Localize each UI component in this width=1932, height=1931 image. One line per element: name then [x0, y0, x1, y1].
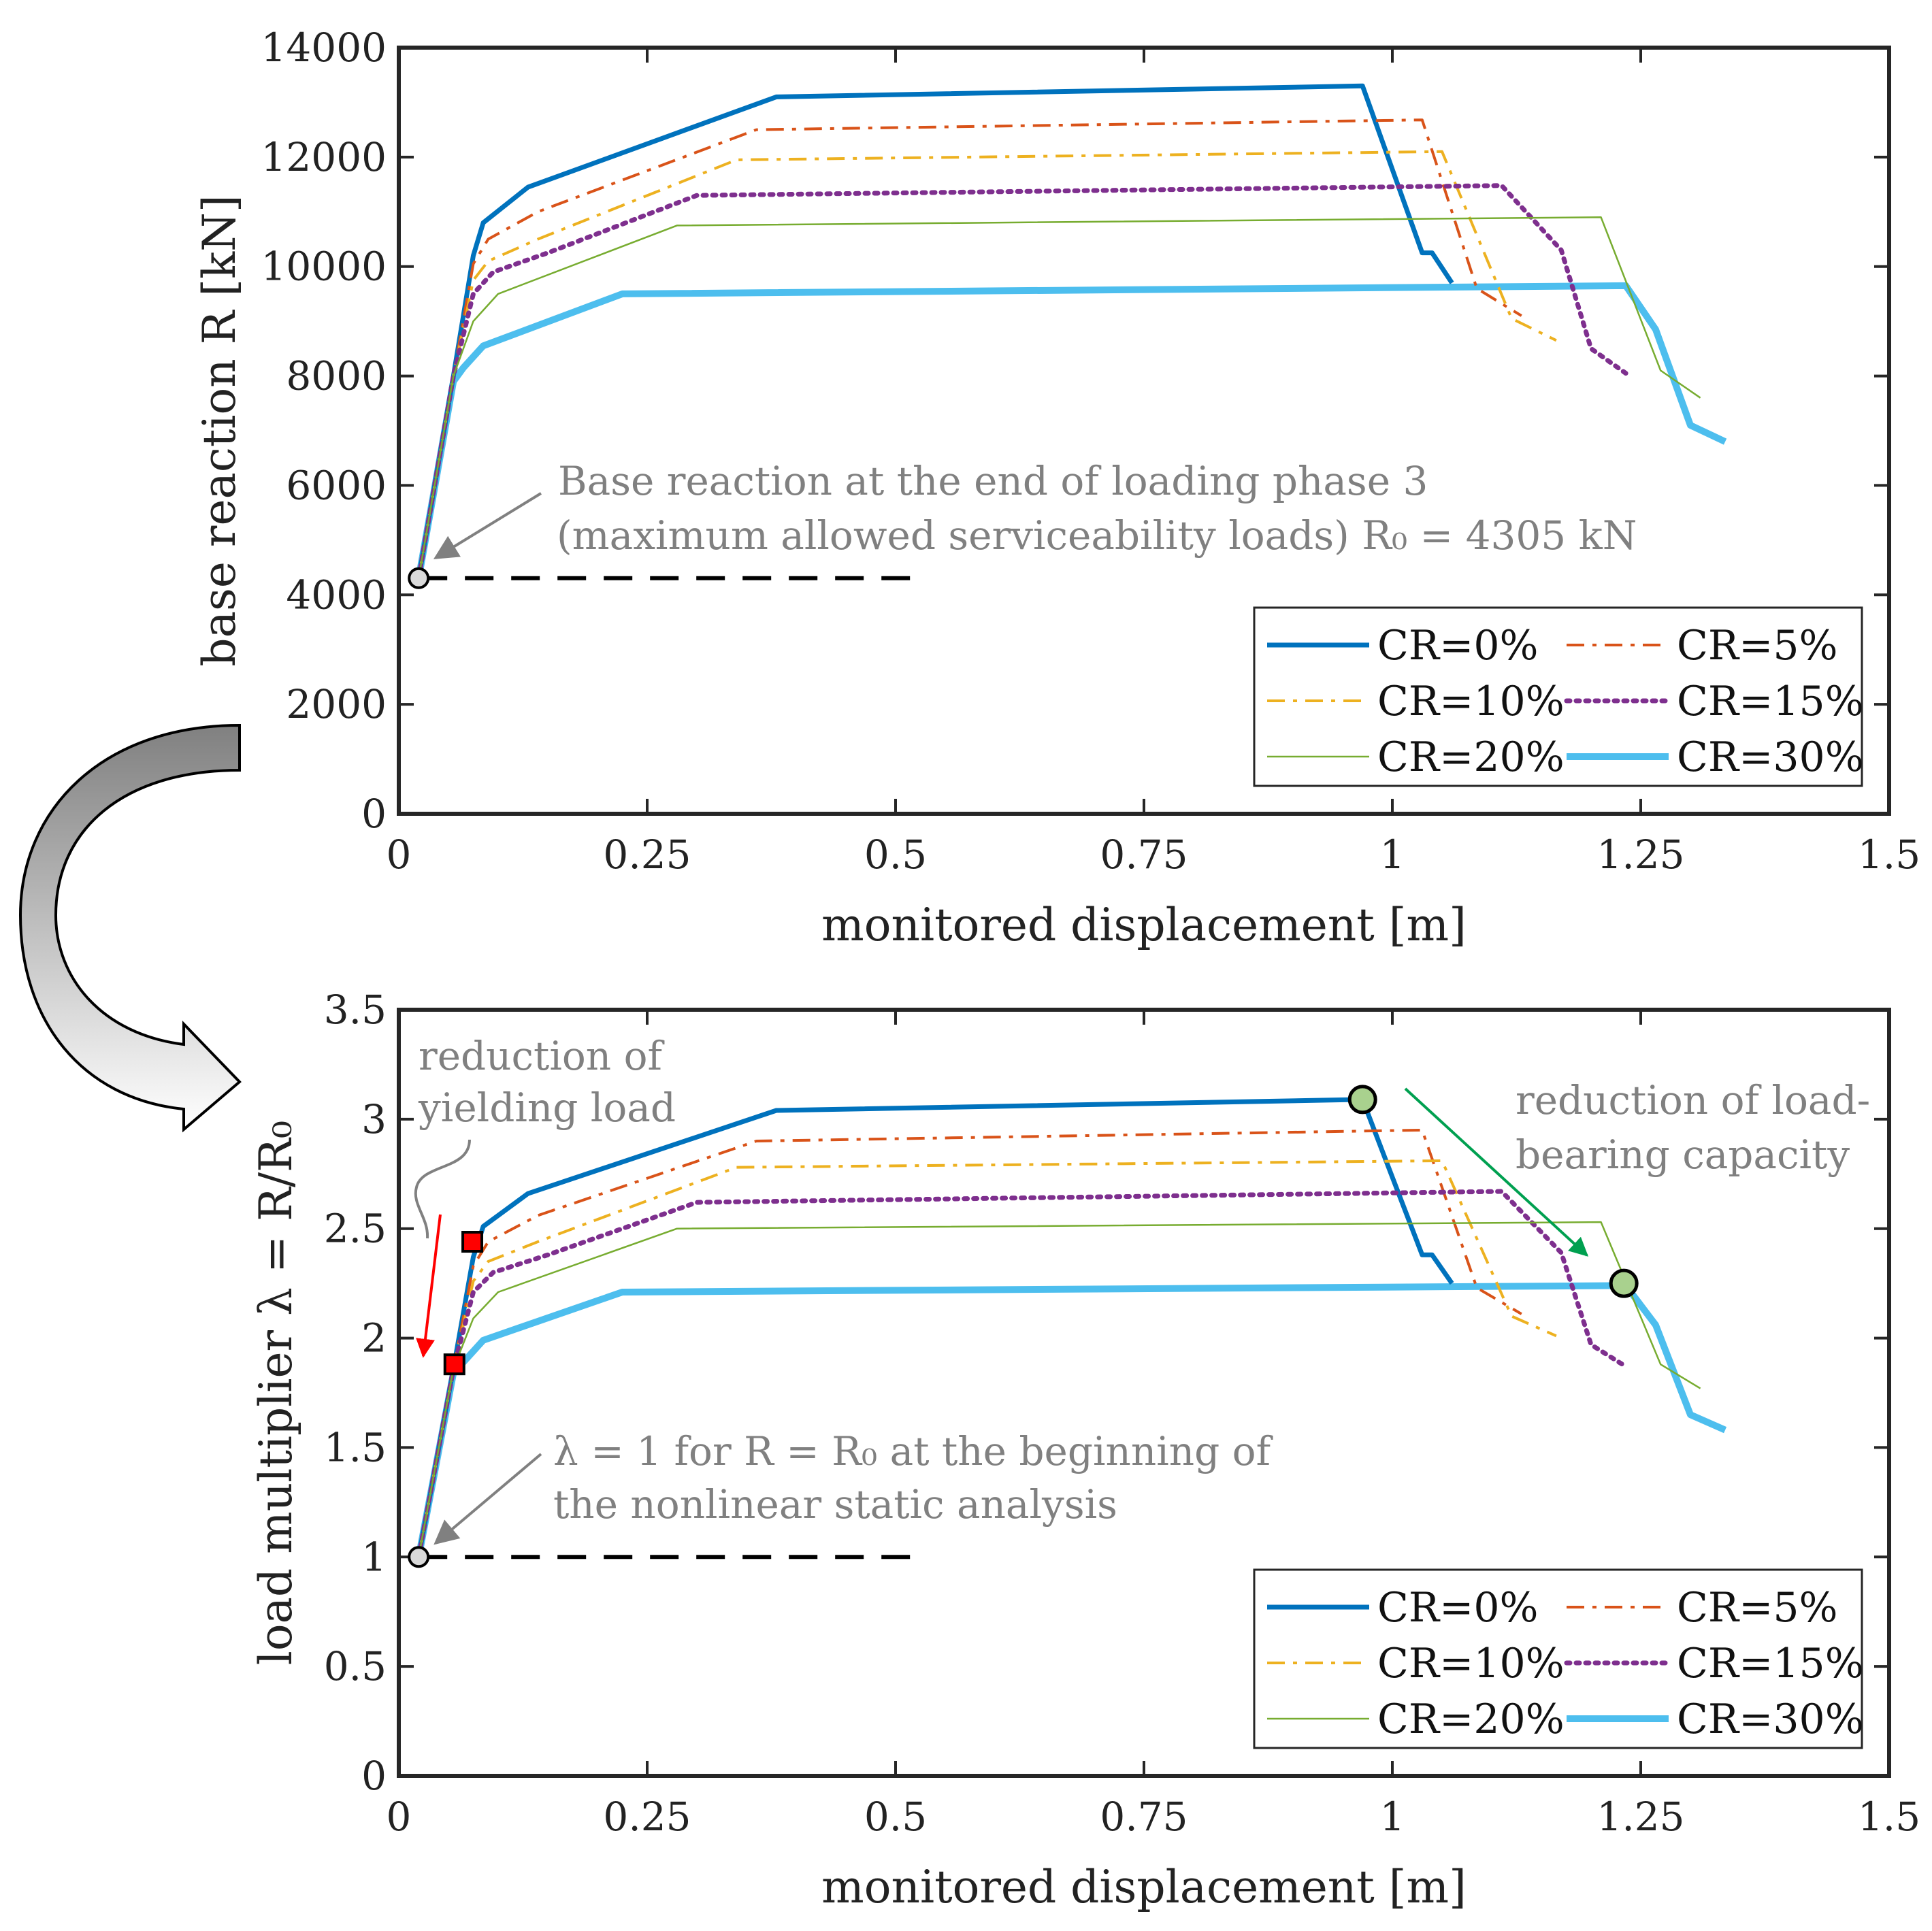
- bottom-axes-box: [397, 1008, 1891, 1778]
- series-line-cr-0-: [416, 1097, 1454, 1557]
- top-y-axis-label: base reaction R [kN]: [193, 195, 246, 666]
- capacity-annotation-line1: reduction of load-: [1516, 1077, 1870, 1123]
- top-axis-ticks: 0 0.25 0.5 0.75 1 1.25 1.5 0 2000 4000 6000 8000 100…: [261, 24, 1920, 878]
- lambda-annotation-line2: the nonlinear static analysis: [553, 1481, 1117, 1528]
- top-axes-box: [397, 46, 1891, 816]
- capacity-annotation-line2: bearing capacity: [1516, 1132, 1850, 1178]
- yield-annotation-line2: yielding load: [418, 1085, 676, 1131]
- top-annotations: Base reaction at the end of loading phas…: [408, 458, 1637, 589]
- bottom-x-axis-label: monitored displacement [m]: [821, 1861, 1467, 1913]
- y-tick-label: 3.5: [324, 987, 387, 1033]
- yield-reduction-arrow: [416, 1214, 442, 1358]
- load-multiplier-chart: 0 0.25 0.5 0.75 1 1.25 1.5 0 0.5 1 1.5 2 2.5 3 3.5 λ =…: [250, 987, 1920, 1913]
- y-tick-label: 14000: [261, 24, 387, 71]
- capacity-circle-marker: [1609, 1268, 1639, 1298]
- y-tick-label: 3: [361, 1096, 387, 1142]
- x-tick-label: 1: [1380, 831, 1405, 878]
- top-x-axis-label: monitored displacement [m]: [821, 899, 1467, 951]
- series-line-cr-30-: [415, 282, 1727, 579]
- x-tick-label: 0: [387, 831, 412, 878]
- y-tick-label: 4000: [286, 572, 387, 618]
- x-tick-label: 0.25: [603, 831, 691, 878]
- bottom-annotations: λ = 1 for R = R₀ at the beginning of the…: [408, 1033, 1870, 1568]
- lambda-annotation-line1: λ = 1 for R = R₀ at the beginning of: [553, 1428, 1273, 1474]
- bottom-y-axis-label: load multiplier λ = R/R₀: [250, 1121, 302, 1665]
- r0-annotation-line2: (maximum allowed serviceability loads) R…: [557, 512, 1637, 559]
- legend-label: CR=0%: [1377, 1584, 1539, 1632]
- bottom-legend: CR=0% CR=5% CR=10% CR=15% CR=20% CR=30%: [1253, 1568, 1864, 1749]
- top-series-lines: [415, 83, 1727, 581]
- legend-label: CR=30%: [1677, 1696, 1864, 1743]
- y-tick-label: 10000: [261, 244, 387, 290]
- legend-label: CR=15%: [1677, 678, 1864, 725]
- y-tick-label: 1.5: [324, 1424, 387, 1470]
- highlight-markers: [443, 1085, 1639, 1376]
- series-line-cr-20-: [417, 216, 1701, 579]
- x-tick-label: 1.25: [1597, 831, 1684, 878]
- legend-label: CR=10%: [1377, 678, 1565, 725]
- x-tick-label: 1.5: [1858, 1794, 1920, 1840]
- legend-label: CR=5%: [1677, 1584, 1838, 1632]
- x-tick-label: 0.5: [864, 831, 927, 878]
- capacity-reduction-arrow: [1404, 1087, 1589, 1257]
- r0-pointer-arrow: [433, 492, 542, 559]
- transition-curved-arrow: [18, 723, 242, 1133]
- x-tick-label: 0: [387, 1794, 412, 1840]
- x-tick-label: 0.75: [1100, 1794, 1188, 1840]
- legend-label: CR=30%: [1677, 733, 1864, 781]
- y-tick-label: 1: [361, 1534, 387, 1580]
- y-tick-label: 6000: [286, 462, 387, 508]
- legend-label: CR=10%: [1377, 1640, 1565, 1687]
- legend-label: CR=20%: [1377, 1696, 1565, 1743]
- y-tick-label: 0: [361, 1753, 387, 1799]
- series-line-cr-15-: [416, 1189, 1628, 1559]
- legend-label: CR=0%: [1377, 622, 1539, 670]
- series-line-cr-0-: [416, 83, 1454, 579]
- series-line-cr-10-: [417, 1159, 1557, 1557]
- lambda-pointer-arrow: [433, 1453, 542, 1545]
- y-tick-label: 8000: [286, 353, 387, 399]
- series-line-cr-5-: [417, 1128, 1522, 1557]
- legend-label: CR=20%: [1377, 733, 1565, 781]
- x-tick-label: 1: [1380, 1794, 1405, 1840]
- legend-label: CR=5%: [1677, 622, 1838, 670]
- y-tick-label: 2.5: [324, 1206, 387, 1252]
- r0-start-marker: [408, 567, 430, 589]
- y-tick-label: 0: [361, 791, 387, 837]
- x-tick-label: 0.25: [603, 1794, 691, 1840]
- x-tick-label: 0.75: [1100, 831, 1188, 878]
- y-tick-label: 12000: [261, 134, 387, 180]
- yield-annotation-line1: reduction of: [419, 1033, 665, 1079]
- x-tick-label: 1.25: [1597, 1794, 1684, 1840]
- y-tick-label: 2000: [286, 681, 387, 727]
- x-tick-label: 1.5: [1858, 831, 1920, 878]
- r0-annotation-line1: Base reaction at the end of loading phas…: [558, 458, 1428, 504]
- yield-brace-connector: [414, 1139, 471, 1239]
- base-reaction-chart: 0 0.25 0.5 0.75 1 1.25 1.5 0 2000 4000 6000 8000 100…: [193, 24, 1920, 951]
- lambda-start-marker: [408, 1546, 430, 1568]
- y-tick-label: 0.5: [324, 1643, 387, 1689]
- legend-label: CR=15%: [1677, 1640, 1864, 1687]
- y-tick-label: 2: [361, 1315, 387, 1361]
- capacity-circle-marker: [1347, 1085, 1377, 1115]
- yield-square-marker: [461, 1231, 484, 1253]
- series-line-cr-15-: [416, 183, 1628, 581]
- top-legend: CR=0% CR=5% CR=10% CR=15% CR=20% CR=30%: [1253, 606, 1864, 787]
- yield-square-marker: [443, 1353, 465, 1376]
- x-tick-label: 0.5: [864, 1794, 927, 1840]
